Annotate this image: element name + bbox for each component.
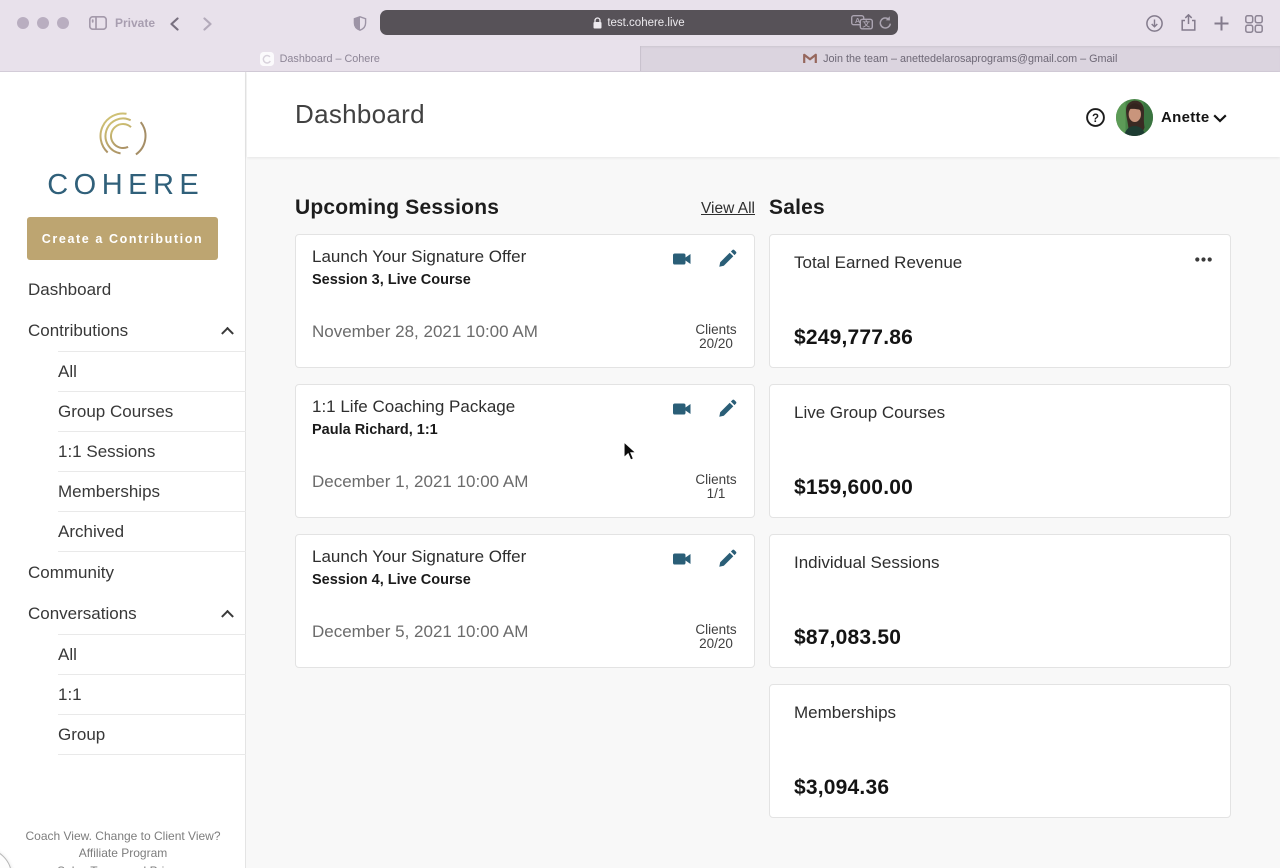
svg-text:A: A <box>855 16 861 25</box>
svg-text:文: 文 <box>863 19 871 29</box>
svg-text:?: ? <box>1092 113 1099 125</box>
